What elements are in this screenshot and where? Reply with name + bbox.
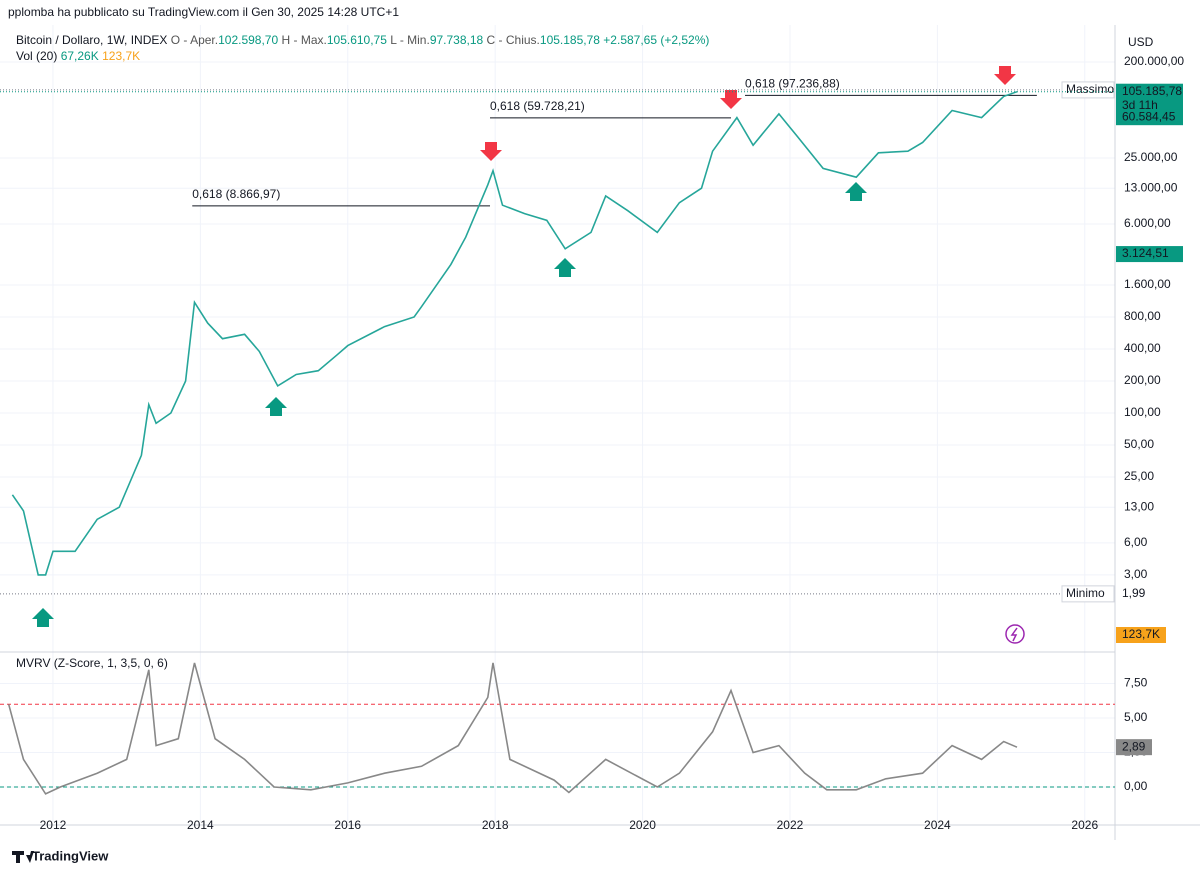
- last-value-box: [1116, 739, 1152, 756]
- extreme-value: 1,99: [1122, 586, 1146, 600]
- legend-value: 102.598,70: [218, 33, 278, 47]
- price-tag: 105.185,78: [1122, 84, 1182, 98]
- legend: Bitcoin / Dollaro, 1W, INDEX O - Aper.10…: [16, 33, 709, 47]
- y-tick-label: 25,00: [1124, 469, 1154, 483]
- legend-value: 97.738,18: [430, 33, 484, 47]
- volume-value: 67,26K: [61, 49, 99, 63]
- x-tick-label: 2022: [777, 818, 804, 832]
- series-line: [7, 662, 1018, 795]
- volume-tag: 123,7K: [1122, 627, 1160, 641]
- countdown: 3d 11h: [1122, 98, 1158, 112]
- legend-label: C - Chius.: [487, 33, 540, 47]
- y-tick-label: 200.000,00: [1124, 54, 1184, 68]
- alert-icon: [1005, 624, 1025, 644]
- legend-symbol: Bitcoin / Dollaro, 1W, INDEX: [16, 33, 167, 47]
- currency: USD: [1128, 35, 1154, 49]
- fib-label: 0,618 (59.728,21): [490, 99, 585, 113]
- alert-icon-bolt: [1010, 627, 1018, 642]
- y-tick-label: 50,00: [1124, 437, 1154, 451]
- down-arrow: [720, 90, 742, 109]
- price-tag: 3.124,51: [1122, 246, 1169, 260]
- legend-value: 105.185,78: [540, 33, 600, 47]
- y-tick-label: 200,00: [1124, 373, 1161, 387]
- extreme-tag-box: [1061, 81, 1115, 99]
- y-tick-label: 5,00: [1124, 710, 1148, 724]
- series-line: [11, 90, 1018, 576]
- x-tick-label: 2014: [187, 818, 214, 832]
- logo: [12, 851, 34, 863]
- volume-ma: 123,7K: [102, 49, 140, 63]
- price-tag: 60.584,45: [1122, 109, 1176, 123]
- extreme-tag-box: [1061, 585, 1115, 603]
- y-tick-label: 800,00: [1124, 309, 1161, 323]
- down-arrow: [480, 142, 502, 161]
- x-tick-label: 2024: [924, 818, 951, 832]
- fib-label: 0,618 (97.236,88): [745, 77, 840, 91]
- volume-tag-box: [1116, 627, 1166, 643]
- y-tick-label: 7,50: [1124, 676, 1148, 690]
- top-arrows: [480, 66, 1016, 161]
- y-tick-label: 1.600,00: [1124, 277, 1171, 291]
- legend-label: L - Min.: [390, 33, 430, 47]
- bottom-arrows: [32, 182, 867, 627]
- volume-title: Vol (20): [16, 49, 57, 63]
- y-tick-label: 3,00: [1124, 567, 1148, 581]
- fib-label: 0,618 (8.866,97): [192, 187, 280, 201]
- x-tick-label: 2020: [629, 818, 656, 832]
- y-tick-label: 100,00: [1124, 405, 1161, 419]
- mvrv-title: MVRV (Z-Score, 1, 3,5, 0, 6): [16, 656, 168, 670]
- byline: pplomba ha pubblicato su TradingView.com…: [8, 5, 399, 19]
- up-arrow: [845, 182, 867, 201]
- x-tick-label: 2012: [40, 818, 67, 832]
- y-tick-label: 13,00: [1124, 499, 1154, 513]
- legend-label: H - Max.: [282, 33, 327, 47]
- up-arrow: [554, 258, 576, 277]
- last-value: 2,89: [1122, 739, 1146, 753]
- x-tick-label: 2016: [334, 818, 361, 832]
- y-tick-label: 25.000,00: [1124, 150, 1178, 164]
- y-tick-label: 13.000,00: [1124, 180, 1178, 194]
- extreme-tag: Massimo: [1066, 82, 1114, 96]
- extreme-tag: Minimo: [1066, 586, 1105, 600]
- up-arrow: [32, 608, 54, 627]
- price-tag-box: [1116, 246, 1183, 263]
- legend-change: +2.587,65 (+2,52%): [603, 33, 709, 47]
- y-tick-label: 6.000,00: [1124, 216, 1171, 230]
- y-tick-label: 6,00: [1124, 535, 1148, 549]
- y-tick-label: 400,00: [1124, 341, 1161, 355]
- legend-value: 105.610,75: [327, 33, 387, 47]
- price-tag-box: [1116, 109, 1183, 126]
- legend-label: O - Aper.: [171, 33, 218, 47]
- volume-legend: Vol (20) 67,26K 123,7K: [16, 49, 140, 63]
- x-tick-label: 2026: [1071, 818, 1098, 832]
- price-tag-box: [1116, 83, 1183, 114]
- down-arrow: [994, 66, 1016, 85]
- x-tick-label: 2018: [482, 818, 509, 832]
- footer: TradingView: [32, 848, 109, 863]
- up-arrow: [265, 397, 287, 416]
- y-tick-label: 0,00: [1124, 779, 1148, 793]
